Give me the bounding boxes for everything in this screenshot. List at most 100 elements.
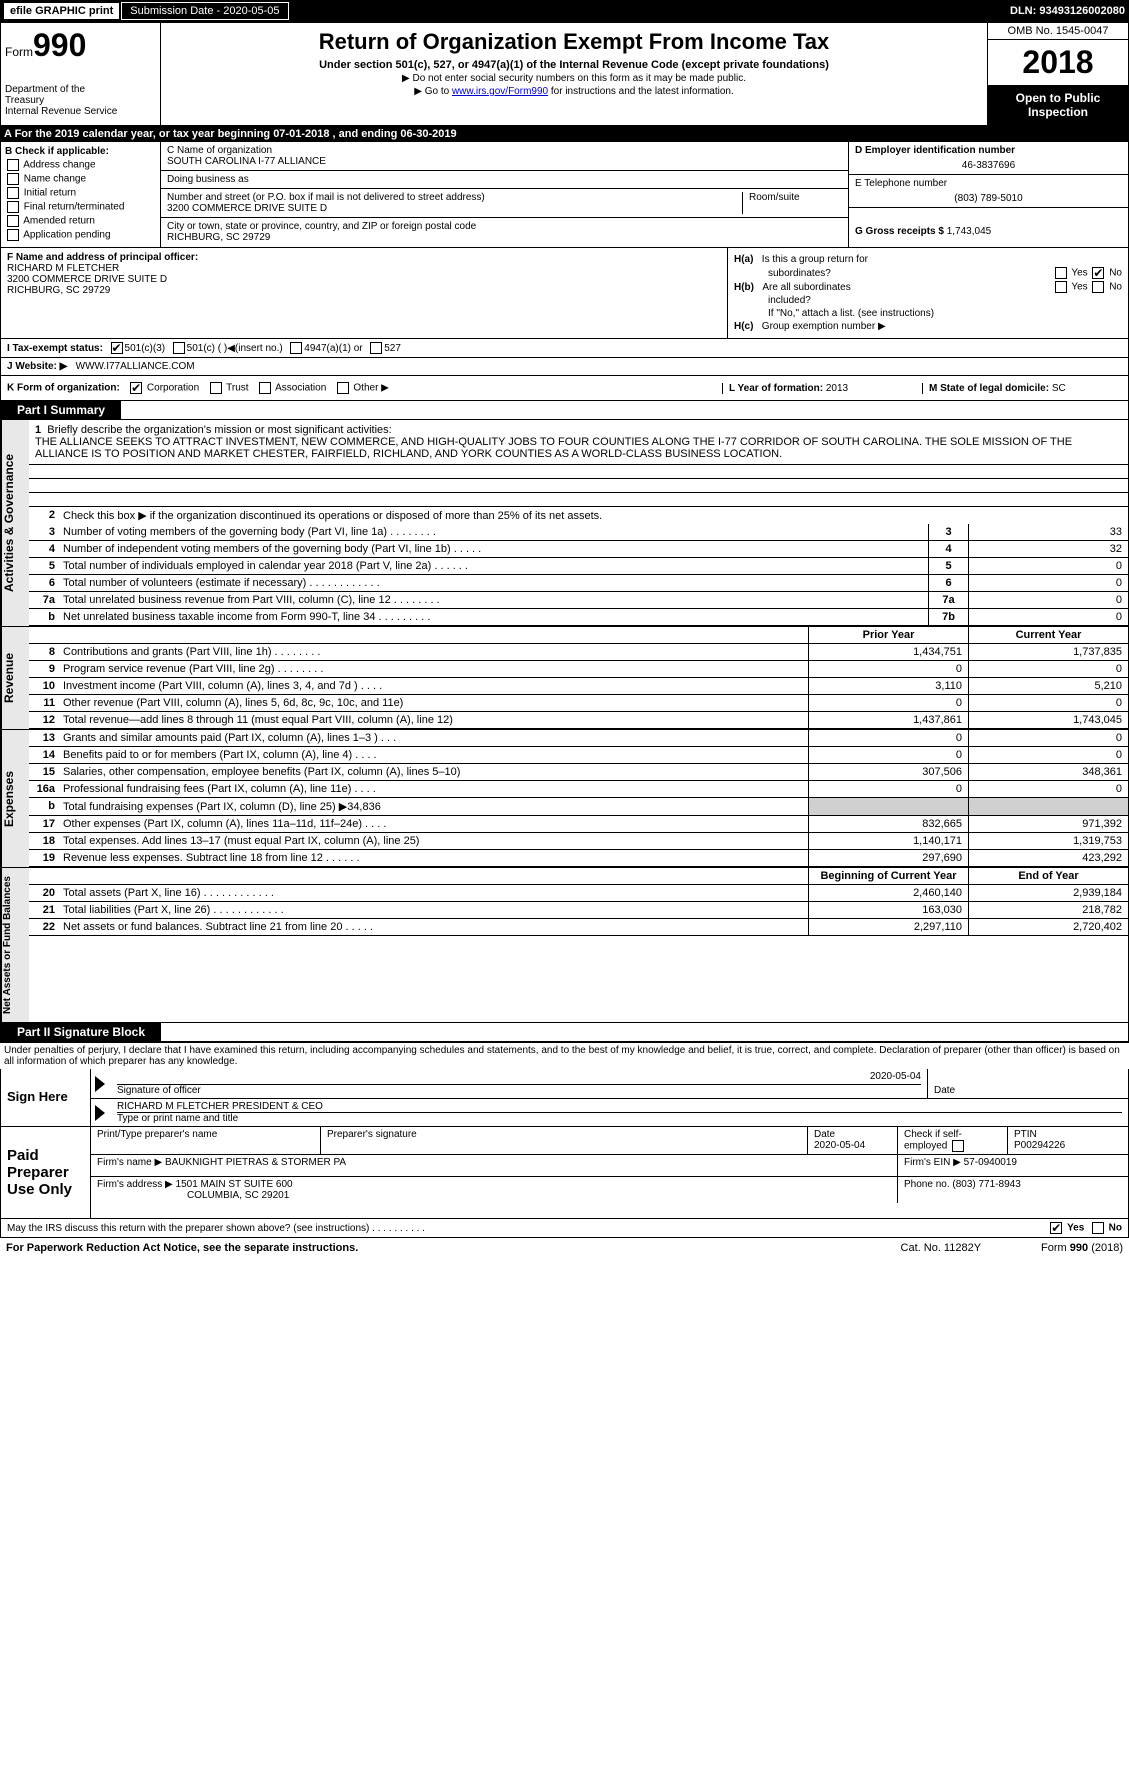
- table-row: bTotal fundraising expenses (Part IX, co…: [29, 798, 1128, 816]
- table-row: 7aTotal unrelated business revenue from …: [29, 592, 1128, 609]
- section-k: K Form of organization: Corporation Trus…: [7, 382, 722, 394]
- checkbox-icon[interactable]: [7, 229, 19, 241]
- checkbox-icon[interactable]: [1092, 267, 1104, 279]
- section-klm: K Form of organization: Corporation Trus…: [0, 376, 1129, 401]
- form-subtitle: Under section 501(c), 527, or 4947(a)(1)…: [167, 59, 981, 71]
- governance-section: Activities & Governance 1 Briefly descri…: [0, 420, 1129, 627]
- section-f-h: F Name and address of principal officer:…: [0, 248, 1129, 339]
- firm-phone: (803) 771-8943: [952, 1179, 1020, 1190]
- street-row: Number and street (or P.O. box if mail i…: [161, 189, 848, 218]
- check-initial: Initial return: [5, 187, 156, 199]
- paid-preparer-label: Paid Preparer Use Only: [1, 1127, 91, 1218]
- checkbox-icon[interactable]: [370, 342, 382, 354]
- officer-street: 3200 COMMERCE DRIVE SUITE D: [7, 274, 721, 285]
- firm-address1: 1501 MAIN ST SUITE 600: [176, 1179, 293, 1190]
- website: WWW.I77ALLIANCE.COM: [76, 361, 195, 372]
- officer-typed-name: RICHARD M FLETCHER PRESIDENT & CEO: [117, 1101, 1122, 1113]
- arrow-icon: [95, 1076, 105, 1092]
- expenses-section: Expenses 13Grants and similar amounts pa…: [0, 730, 1129, 868]
- dba-row: Doing business as: [161, 171, 848, 189]
- section-f: F Name and address of principal officer:…: [1, 248, 728, 338]
- table-row: 22Net assets or fund balances. Subtract …: [29, 919, 1128, 936]
- table-row: 8Contributions and grants (Part VIII, li…: [29, 644, 1128, 661]
- part1-header: Part I Summary: [1, 401, 121, 419]
- table-row: 17Other expenses (Part IX, column (A), l…: [29, 816, 1128, 833]
- section-b: B Check if applicable: Address change Na…: [1, 142, 161, 247]
- netassets-section: Net Assets or Fund Balances Beginning of…: [0, 868, 1129, 1023]
- omb-number: OMB No. 1545-0047: [988, 23, 1128, 40]
- phone-row: E Telephone number (803) 789-5010: [849, 175, 1128, 208]
- irs-link[interactable]: www.irs.gov/Form990: [452, 86, 548, 97]
- checkbox-icon[interactable]: [1050, 1222, 1062, 1234]
- arrow-icon: [95, 1105, 105, 1121]
- table-row: 21Total liabilities (Part X, line 26) . …: [29, 902, 1128, 919]
- phone-value: (803) 789-5010: [855, 193, 1122, 204]
- checkbox-icon[interactable]: [952, 1140, 964, 1152]
- checkbox-icon[interactable]: [7, 159, 19, 171]
- form-note1: ▶ Do not enter social security numbers o…: [167, 73, 981, 84]
- checkbox-icon[interactable]: [1092, 1222, 1104, 1234]
- form-header: Form990 Department of the Treasury Inter…: [0, 22, 1129, 126]
- table-row: bNet unrelated business taxable income f…: [29, 609, 1128, 626]
- section-m: M State of legal domicile: SC: [922, 383, 1122, 394]
- discuss-row: May the IRS discuss this return with the…: [0, 1219, 1129, 1238]
- top-bar: efile GRAPHIC print Submission Date - 20…: [0, 0, 1129, 22]
- table-row: 13Grants and similar amounts paid (Part …: [29, 730, 1128, 747]
- table-row: 6Total number of volunteers (estimate if…: [29, 575, 1128, 592]
- section-d: D Employer identification number 46-3837…: [848, 142, 1128, 247]
- tax-period: A For the 2019 calendar year, or tax yea…: [0, 126, 1129, 142]
- check-pending: Application pending: [5, 229, 156, 241]
- sign-here-section: Sign Here 2020-05-04 Signature of office…: [0, 1069, 1129, 1127]
- ptin: P00294226: [1014, 1140, 1065, 1151]
- city-state-zip: RICHBURG, SC 29729: [167, 232, 476, 243]
- sign-here-label: Sign Here: [1, 1069, 91, 1126]
- check-name: Name change: [5, 173, 156, 185]
- section-c: C Name of organization SOUTH CAROLINA I-…: [161, 142, 848, 247]
- submission-date: Submission Date - 2020-05-05: [121, 2, 288, 20]
- ein-value: 46-3837696: [855, 160, 1122, 171]
- checkbox-icon[interactable]: [337, 382, 349, 394]
- dln: DLN: 93493126002080: [1010, 5, 1125, 17]
- page-footer: For Paperwork Reduction Act Notice, see …: [0, 1238, 1129, 1258]
- table-row: 16aProfessional fundraising fees (Part I…: [29, 781, 1128, 798]
- checkbox-icon[interactable]: [7, 187, 19, 199]
- blank-line: [29, 493, 1128, 507]
- table-row: 20Total assets (Part X, line 16) . . . .…: [29, 885, 1128, 902]
- mission-text: THE ALLIANCE SEEKS TO ATTRACT INVESTMENT…: [35, 436, 1072, 460]
- section-i: I Tax-exempt status: 501(c)(3) 501(c) ( …: [0, 339, 1129, 358]
- checkbox-icon[interactable]: [111, 342, 123, 354]
- checkbox-icon[interactable]: [290, 342, 302, 354]
- checkbox-icon[interactable]: [130, 382, 142, 394]
- efile-badge: efile GRAPHIC print: [4, 3, 119, 19]
- table-row: 18Total expenses. Add lines 13–17 (must …: [29, 833, 1128, 850]
- checkbox-icon[interactable]: [1055, 267, 1067, 279]
- year-header2: Beginning of Current Year End of Year: [29, 868, 1128, 885]
- checkbox-icon[interactable]: [1055, 281, 1067, 293]
- officer-city: RICHBURG, SC 29729: [7, 285, 721, 296]
- checkbox-icon[interactable]: [173, 342, 185, 354]
- checkbox-icon[interactable]: [7, 215, 19, 227]
- check-amended: Amended return: [5, 215, 156, 227]
- org-name: SOUTH CAROLINA I-77 ALLIANCE: [167, 156, 842, 167]
- header-right: OMB No. 1545-0047 2018 Open to Public In…: [988, 23, 1128, 125]
- checkbox-icon[interactable]: [7, 201, 19, 213]
- checkbox-icon[interactable]: [1092, 281, 1104, 293]
- dept-line2: Treasury: [5, 95, 156, 106]
- table-row: 12Total revenue—add lines 8 through 11 (…: [29, 712, 1128, 729]
- firm-ein: 57-0940019: [964, 1157, 1017, 1168]
- checkbox-icon[interactable]: [7, 173, 19, 185]
- checkbox-icon[interactable]: [259, 382, 271, 394]
- table-row: 5Total number of individuals employed in…: [29, 558, 1128, 575]
- form-number: Form990: [5, 27, 156, 64]
- line2: 2 Check this box ▶ if the organization d…: [29, 507, 1128, 524]
- line1: 1 Briefly describe the organization's mi…: [29, 420, 1128, 465]
- checkbox-icon[interactable]: [210, 382, 222, 394]
- city-row: City or town, state or province, country…: [161, 218, 848, 246]
- hc-row: H(c) Group exemption number ▶: [734, 321, 1122, 332]
- header-left: Form990 Department of the Treasury Inter…: [1, 23, 161, 125]
- blank-line: [29, 465, 1128, 479]
- tax-year: 2018: [988, 40, 1128, 85]
- table-row: 3Number of voting members of the governi…: [29, 524, 1128, 541]
- netassets-label: Net Assets or Fund Balances: [1, 868, 29, 1022]
- header-center: Return of Organization Exempt From Incom…: [161, 23, 988, 125]
